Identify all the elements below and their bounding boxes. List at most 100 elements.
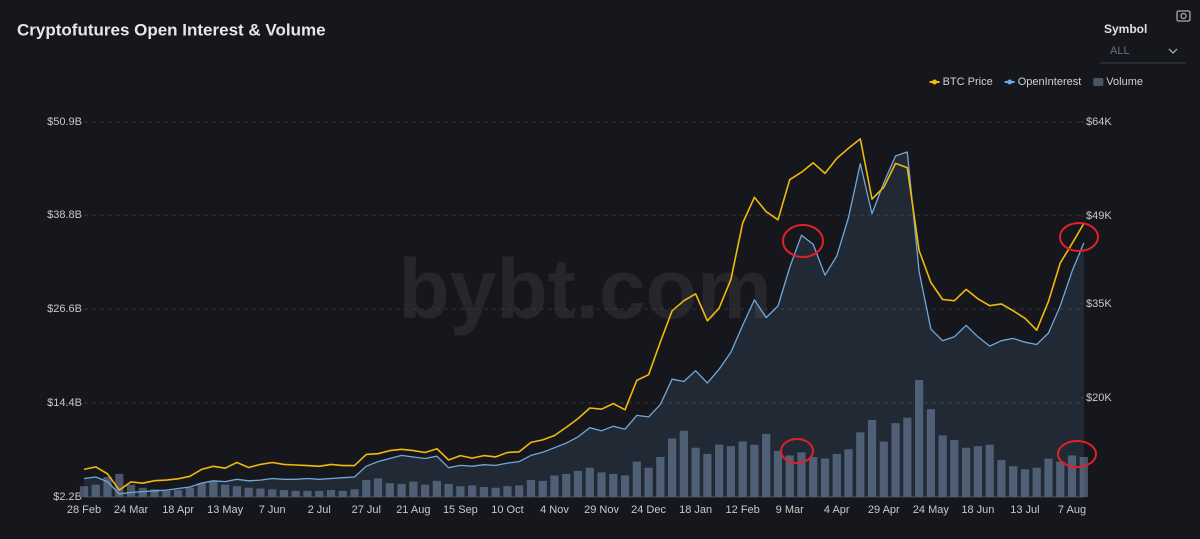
- volume-bar: [526, 480, 536, 497]
- x-tick-label: 10 Oct: [491, 504, 523, 516]
- volume-bar: [303, 490, 312, 497]
- symbol-dropdown[interactable]: ALL: [1100, 45, 1186, 64]
- volume-bar: [962, 447, 971, 497]
- volume-bar: [691, 447, 700, 497]
- x-tick-label: 7 Jun: [259, 504, 286, 516]
- symbol-value: ALL: [1110, 45, 1130, 57]
- volume-bar: [785, 455, 794, 497]
- legend-label: Volume: [1106, 76, 1143, 88]
- annotations: [780, 222, 1099, 468]
- y-tick-label: $14.4B: [47, 397, 82, 409]
- volume-bar: [1032, 467, 1041, 497]
- y-tick-label: $38.8B: [47, 209, 82, 221]
- camera-body: [1176, 10, 1191, 22]
- volume-bar: [1079, 456, 1088, 497]
- volume-bar: [91, 484, 100, 497]
- volume-bar: [926, 409, 935, 497]
- volume-bar: [573, 470, 583, 497]
- volume-bar: [291, 490, 300, 497]
- volume-bar: [773, 450, 783, 497]
- volume-bar: [538, 480, 547, 497]
- x-tick-label: 18 Jan: [679, 504, 712, 516]
- volume-bar: [797, 452, 806, 497]
- volume-bar: [126, 484, 136, 497]
- volume-bar: [620, 475, 630, 497]
- x-tick-label: 13 May: [207, 504, 244, 516]
- volume-bar: [832, 453, 841, 497]
- volume-bar: [515, 485, 524, 497]
- volume-bar: [79, 486, 89, 497]
- legend-dot: [1007, 79, 1013, 85]
- highlight-circle: [782, 224, 824, 258]
- x-tick-label: 9 Mar: [776, 504, 804, 516]
- highlight-circle: [1057, 440, 1097, 468]
- volume-bar: [938, 435, 947, 497]
- x-tick-label: 2 Jul: [308, 504, 331, 516]
- volume-bar: [503, 486, 512, 497]
- y2-tick-label: $20K: [1086, 392, 1112, 404]
- highlight-circle: [780, 438, 814, 464]
- volume-bar: [809, 456, 818, 497]
- volume-bar: [1044, 458, 1053, 497]
- x-tick-label: 24 Dec: [631, 504, 666, 516]
- volume-bar: [232, 486, 242, 497]
- y-tick-label: $2.2B: [53, 491, 82, 503]
- volume-bar: [115, 473, 124, 497]
- volume-bar: [397, 483, 406, 497]
- legend-item[interactable]: Volume: [1093, 76, 1143, 88]
- volume-bar: [197, 483, 206, 497]
- symbol-label: Symbol: [1104, 22, 1147, 36]
- y-tick-label: $26.6B: [47, 303, 82, 315]
- volume-bar: [1020, 469, 1030, 497]
- volume-bar: [738, 441, 747, 497]
- x-tick-label: 28 Feb: [67, 504, 101, 516]
- volume-bar: [409, 481, 418, 497]
- x-tick-label: 13 Jul: [1010, 504, 1039, 516]
- volume-bar: [479, 486, 489, 497]
- volume-bar: [609, 473, 618, 497]
- volume-bar: [420, 484, 430, 497]
- volume-bar: [432, 480, 441, 497]
- volume-bar: [550, 475, 559, 497]
- volume-bar: [385, 483, 394, 497]
- volume-bar: [279, 490, 289, 497]
- camera-icon[interactable]: [1176, 10, 1191, 22]
- volume-bar: [456, 486, 465, 497]
- volume-bar: [856, 432, 865, 497]
- volume-bar: [703, 453, 712, 497]
- legend-item[interactable]: BTC Price: [929, 76, 993, 88]
- camera-lens: [1180, 12, 1187, 20]
- x-tick-label: 4 Apr: [824, 504, 850, 516]
- highlight-circle: [1059, 222, 1099, 252]
- chart-title: Cryptofutures Open Interest & Volume: [17, 20, 326, 39]
- volume-bar: [985, 444, 994, 497]
- volume-bar: [362, 480, 371, 497]
- volume-bar: [632, 461, 641, 497]
- volume-bar: [350, 489, 359, 497]
- volume-bar: [103, 476, 112, 497]
- volume-bar: [244, 487, 253, 497]
- volume-bar: [256, 488, 265, 497]
- volume-bar: [1056, 461, 1065, 497]
- volume-bar: [150, 489, 159, 497]
- volume-bar: [562, 473, 571, 497]
- legend-swatch: [1093, 78, 1104, 86]
- volume-bar: [750, 444, 759, 497]
- volume-bar: [315, 490, 324, 497]
- volume-bar: [338, 490, 347, 497]
- plot-area: $2.2B $14.4B $26.6B $38.8B $50.9B $20K $35K $49…: [47, 116, 1112, 516]
- legend-label: BTC Price: [943, 76, 993, 88]
- volume-bar: [914, 379, 924, 497]
- volume-bar: [173, 490, 183, 497]
- volume-bar: [268, 489, 277, 497]
- x-tick-label: 4 Nov: [540, 504, 569, 516]
- x-tick-label: 18 Apr: [162, 504, 194, 516]
- volume-bar: [715, 444, 724, 497]
- legend-item[interactable]: OpenInterest: [1004, 76, 1082, 88]
- volume-bar: [903, 417, 912, 497]
- volume-bar: [138, 487, 147, 497]
- area-line: [83, 151, 1085, 495]
- volume-bar: [585, 467, 594, 497]
- x-tick-label: 24 Mar: [114, 504, 149, 516]
